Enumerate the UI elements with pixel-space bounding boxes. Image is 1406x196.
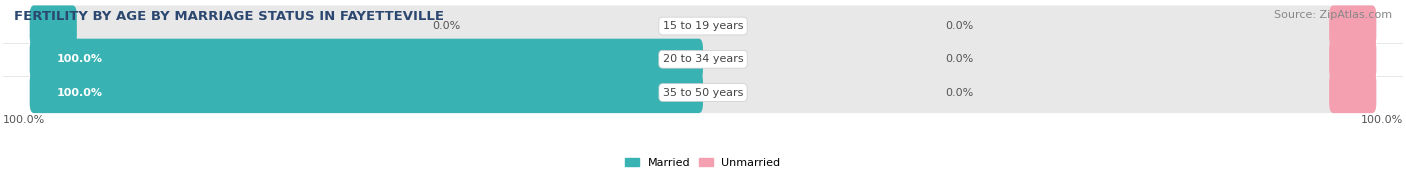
Text: 100.0%: 100.0%: [56, 87, 103, 97]
FancyBboxPatch shape: [30, 5, 1376, 47]
Legend: Married, Unmarried: Married, Unmarried: [621, 153, 785, 172]
Text: Source: ZipAtlas.com: Source: ZipAtlas.com: [1274, 10, 1392, 20]
FancyBboxPatch shape: [1329, 5, 1376, 47]
FancyBboxPatch shape: [30, 5, 77, 47]
Text: 0.0%: 0.0%: [945, 87, 973, 97]
FancyBboxPatch shape: [30, 39, 1376, 80]
Text: 100.0%: 100.0%: [3, 115, 45, 125]
Text: 20 to 34 years: 20 to 34 years: [662, 54, 744, 64]
Text: 0.0%: 0.0%: [945, 21, 973, 31]
Text: FERTILITY BY AGE BY MARRIAGE STATUS IN FAYETTEVILLE: FERTILITY BY AGE BY MARRIAGE STATUS IN F…: [14, 10, 444, 23]
Text: 100.0%: 100.0%: [56, 54, 103, 64]
Text: 0.0%: 0.0%: [945, 54, 973, 64]
Text: 0.0%: 0.0%: [433, 21, 461, 31]
Text: 35 to 50 years: 35 to 50 years: [662, 87, 744, 97]
FancyBboxPatch shape: [30, 72, 1376, 113]
FancyBboxPatch shape: [1329, 72, 1376, 113]
Text: 100.0%: 100.0%: [1361, 115, 1403, 125]
Text: 15 to 19 years: 15 to 19 years: [662, 21, 744, 31]
FancyBboxPatch shape: [1329, 39, 1376, 80]
FancyBboxPatch shape: [30, 72, 703, 113]
FancyBboxPatch shape: [30, 39, 703, 80]
